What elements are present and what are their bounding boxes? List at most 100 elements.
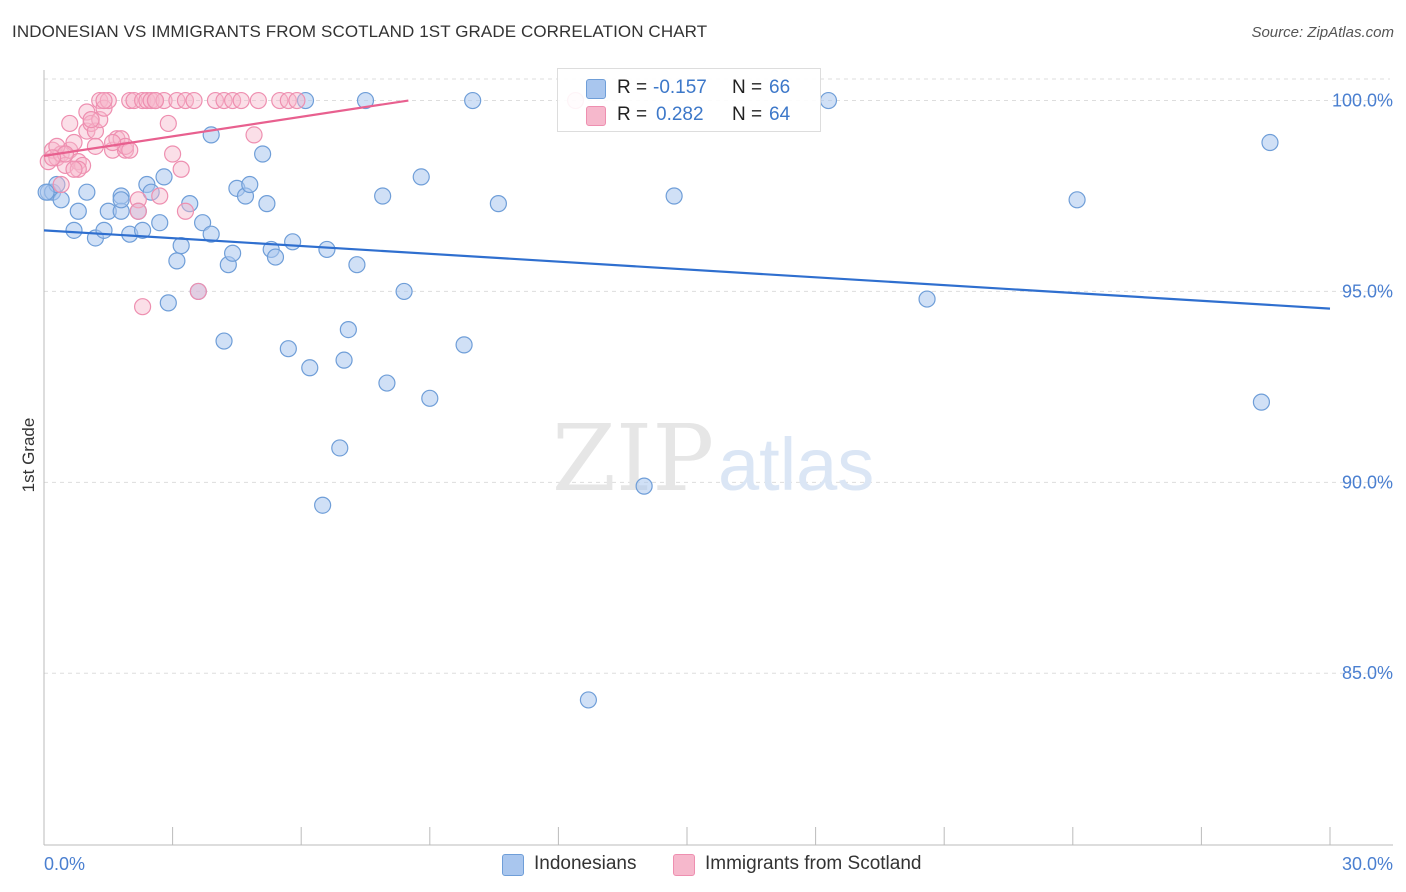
legend-r-label: R = [617,104,648,125]
legend-n-value: 64 [769,104,791,125]
scotland-point [288,91,306,110]
y-axis-label: 1st Grade [19,418,38,493]
indonesian-point [159,294,177,312]
series-legend: Indonesians Immigrants from Scotland [0,852,1406,878]
chart-source: Source: ZipAtlas.com [1251,24,1394,41]
indonesian-point [215,332,233,350]
scotland-point [164,145,182,163]
indonesian-point [455,336,473,354]
indonesian-point [155,168,173,186]
grid-layer [44,78,1390,674]
indonesian-point [1261,133,1279,152]
chart-title: INDONESIAN VS IMMIGRANTS FROM SCOTLAND 1… [12,22,708,41]
indonesian-point [279,340,297,358]
series-swatch-blue [502,854,524,876]
series-label: Immigrants from Scotland [705,853,922,874]
indonesian-point [224,244,242,262]
scotland-trendline [43,99,409,157]
indonesian-point [284,233,302,251]
scotland-point [65,160,83,178]
scotland-point [249,91,267,110]
indonesian-point [378,374,396,392]
legend-swatch-pink [586,106,606,126]
x-tick-label: 0.0% [44,854,85,874]
scotland-point [82,111,100,129]
indonesian-point [266,248,285,266]
scotland-point [189,282,207,301]
y-tick-label: 100.0% [1332,91,1393,111]
scotland-point [129,202,147,220]
y-tick-label: 95.0% [1342,281,1393,301]
indonesian-point [65,221,83,239]
indonesian-point [395,282,413,301]
series-swatch-pink [673,854,695,876]
indonesian-point [258,195,276,213]
indonesian-point [202,225,220,243]
indonesian-point [1068,191,1086,209]
watermark: ZIP atlas [552,405,874,512]
scotland-point [142,91,160,110]
labels-layer: 1st Grade 100.0% 95.0% 90.0% 85.0% 0.0% 30.0% [19,91,1393,874]
scotland-point [185,91,203,110]
scotland-point [245,126,263,144]
indonesian-point [335,351,353,369]
indonesian-point [331,439,349,457]
indonesian-point [314,496,332,514]
indonesian-point [318,240,336,259]
scotland-point [151,187,169,205]
scotland-point [159,114,177,133]
indonesian-point [52,191,70,209]
watermark-zip: ZIP [552,405,714,512]
indonesian-point [301,359,319,377]
scotland-point [232,91,250,110]
indonesian-point [421,389,439,407]
scotland-point [146,91,165,110]
legend-row-indonesians: R = -0.157 N = 66 [558,75,820,101]
trend-layer [43,99,1331,310]
indonesian-point [151,214,169,232]
points-layer [37,91,1279,709]
indonesian-point [489,195,507,213]
scotland-point [133,298,152,316]
watermark-atlas: atlas [718,423,874,506]
scotland-point [103,133,122,152]
scotland-point [172,160,190,178]
scotland-point [43,149,62,167]
scotland-point [99,91,117,110]
scotland-point [95,91,113,110]
indonesian-point [1252,393,1271,411]
legend-swatch-blue [586,79,606,99]
indonesian-point [579,691,598,709]
series-label: Indonesians [534,853,637,874]
y-tick-label: 90.0% [1342,472,1393,492]
scotland-point [61,114,79,133]
indonesian-trendline [43,229,1331,310]
legend-n-label: N = [732,104,763,125]
legend-n-value: 66 [769,77,791,98]
legend-n-label: N = [732,77,763,98]
legend-r-value: -0.157 [653,77,707,98]
indonesian-point [665,187,683,205]
indonesian-point [356,91,375,110]
indonesian-point [78,183,96,201]
indonesian-point [194,214,212,232]
stats-legend: R = -0.157 N = 66 R = 0.282 N = 64 [557,68,821,132]
indonesian-point [37,183,55,201]
indonesian-point [635,477,653,495]
indonesian-point [168,252,186,270]
indonesian-point [374,187,392,205]
scotland-point [52,175,70,194]
y-tick-label: 85.0% [1342,663,1393,683]
scotland-point [121,91,139,110]
indonesian-point [412,168,430,186]
legend-row-scotland: R = 0.282 N = 64 [558,102,820,128]
indonesian-point [819,91,838,110]
indonesian-point [142,183,160,201]
x-tick-label: 30.0% [1342,854,1393,874]
indonesian-point [918,290,936,308]
indonesian-point [241,175,259,194]
indonesian-point [95,221,113,239]
indonesian-point [254,145,272,163]
indonesian-point [339,321,357,339]
